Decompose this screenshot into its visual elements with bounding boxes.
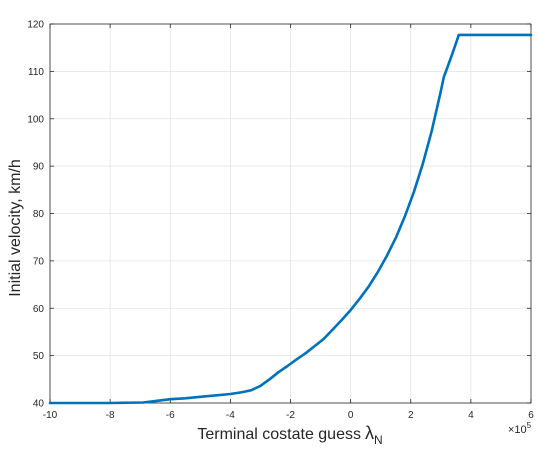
y-tick-label: 50 (33, 351, 45, 362)
x-tick-label: 4 (468, 410, 474, 421)
y-tick-label: 70 (33, 256, 45, 267)
y-tick-label: 100 (27, 114, 44, 125)
x-tick-label: 0 (348, 410, 354, 421)
x-axis-multiplier-base: ×10 (508, 424, 527, 436)
x-tick-label: 6 (528, 410, 534, 421)
y-axis-label: Initial velocity, km/h (7, 159, 24, 297)
x-tick-label: -10 (43, 410, 58, 421)
x-axis-label-symbol: λ (365, 423, 374, 443)
y-tick-label: 110 (28, 67, 44, 78)
y-tick-label: 90 (33, 162, 45, 173)
x-tick-label: 2 (408, 410, 414, 421)
y-tick-label: 80 (33, 209, 45, 220)
axis-ticks: -10 -8 -6 -4 -2 0 2 4 6 40 50 60 70 80 90 100 110 120 (27, 20, 534, 422)
x-axis-multiplier: ×105 (508, 421, 532, 436)
x-tick-label: -4 (226, 410, 235, 421)
x-axis-label-subscript: N (374, 433, 383, 447)
series-line (48, 33, 533, 405)
y-tick-label: 60 (33, 304, 45, 315)
x-tick-label: -2 (286, 410, 295, 421)
x-axis-label-text: Terminal costate guess (197, 426, 361, 443)
y-tick-label: 120 (27, 20, 44, 31)
x-tick-label: -6 (166, 410, 175, 421)
grid-lines (49, 23, 532, 404)
x-tick-label: -8 (106, 410, 115, 421)
x-axis-label: Terminal costate guess λN (197, 423, 382, 447)
x-axis-multiplier-exponent: 5 (527, 421, 532, 430)
y-tick-label: 40 (33, 399, 45, 410)
series-layer (48, 33, 533, 405)
